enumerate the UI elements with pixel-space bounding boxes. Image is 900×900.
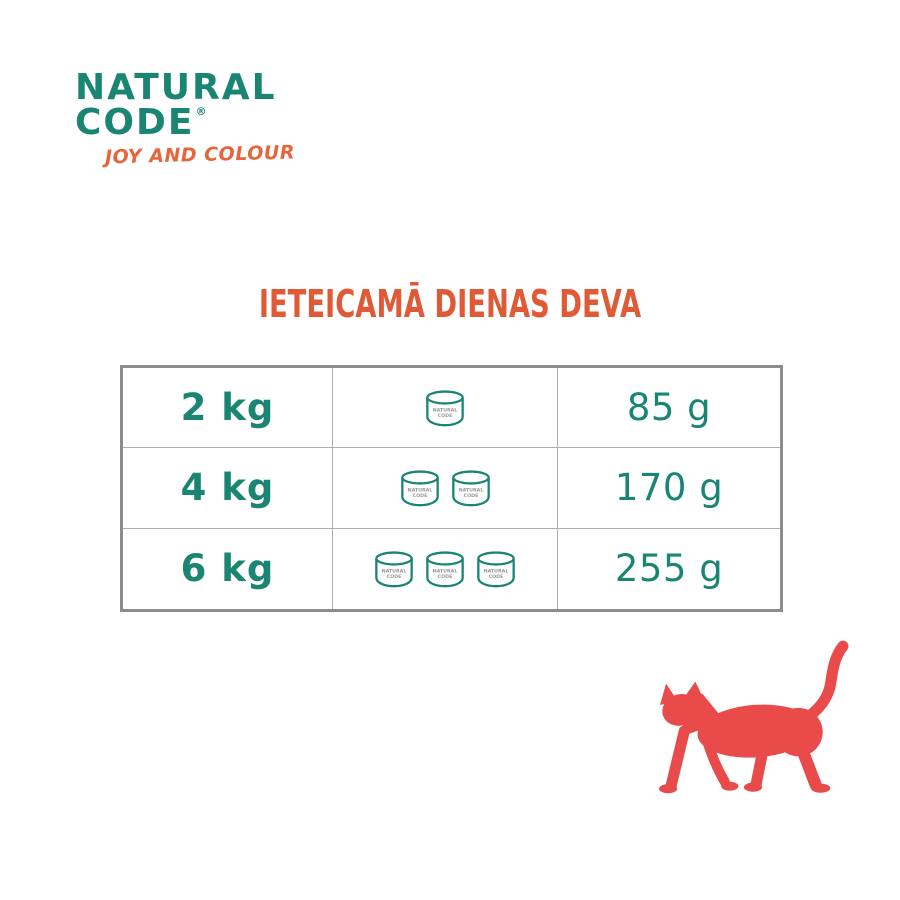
amount-cell: 170 g — [558, 448, 780, 529]
can-label-line1: NATURAL — [458, 487, 483, 493]
weight-cell: 6 kg — [123, 528, 333, 609]
cans-cell: NATURAL CODE NATURAL CODE — [333, 448, 558, 529]
cans-cell: NATURAL CODE — [333, 368, 558, 449]
can-label-line1: NATURAL — [484, 568, 509, 574]
weight-cell: 2 kg — [123, 368, 333, 449]
cat-weight-value: 4 kg — [180, 466, 275, 510]
can-label-line2: CODE — [463, 493, 478, 499]
brand-tagline: JOY AND COLOUR — [104, 141, 296, 169]
cans-group: NATURAL CODE — [424, 388, 466, 428]
registered-trademark-symbol: ® — [195, 105, 209, 118]
amount-cell: 255 g — [558, 529, 780, 609]
page-title: IETEICAMĀ DIENAS DEVA — [258, 282, 642, 326]
can-label-line2: CODE — [387, 574, 402, 580]
cans-group: NATURAL CODE NATURAL CODE NATURAL CODE — [373, 549, 517, 589]
logo-code-text: CODE — [75, 102, 195, 143]
logo-word-natural: NATURAL — [75, 67, 277, 108]
daily-amount-value: 255 g — [614, 547, 724, 591]
daily-amount-value: 85 g — [626, 386, 712, 430]
cat-tail — [795, 640, 849, 727]
cans-cell: NATURAL CODE NATURAL CODE NATURAL CODE — [333, 528, 558, 609]
can-label-line2: CODE — [438, 413, 453, 419]
cans-group: NATURAL CODE NATURAL CODE — [399, 468, 492, 508]
logo-word-code: CODE® — [75, 102, 295, 143]
cat-weight-value: 6 kg — [180, 547, 275, 591]
weight-cell: 4 kg — [123, 448, 333, 529]
can-label-line2: CODE — [438, 574, 453, 580]
cat-weight-value: 2 kg — [180, 386, 275, 430]
can-label-line1: NATURAL — [407, 487, 432, 493]
daily-amount-value: 170 g — [614, 466, 724, 510]
can-label-line2: CODE — [412, 493, 427, 499]
can-label-line1: NATURAL — [433, 568, 458, 574]
amount-cell: 85 g — [558, 368, 780, 449]
brand-logo: NATURAL CODE® JOY AND COLOUR — [75, 67, 296, 169]
can-label-line1: NATURAL — [382, 568, 407, 574]
can-label-line2: CODE — [489, 574, 504, 580]
can-label-line1: NATURAL — [433, 407, 458, 413]
cat-silhouette-illustration — [659, 640, 849, 794]
